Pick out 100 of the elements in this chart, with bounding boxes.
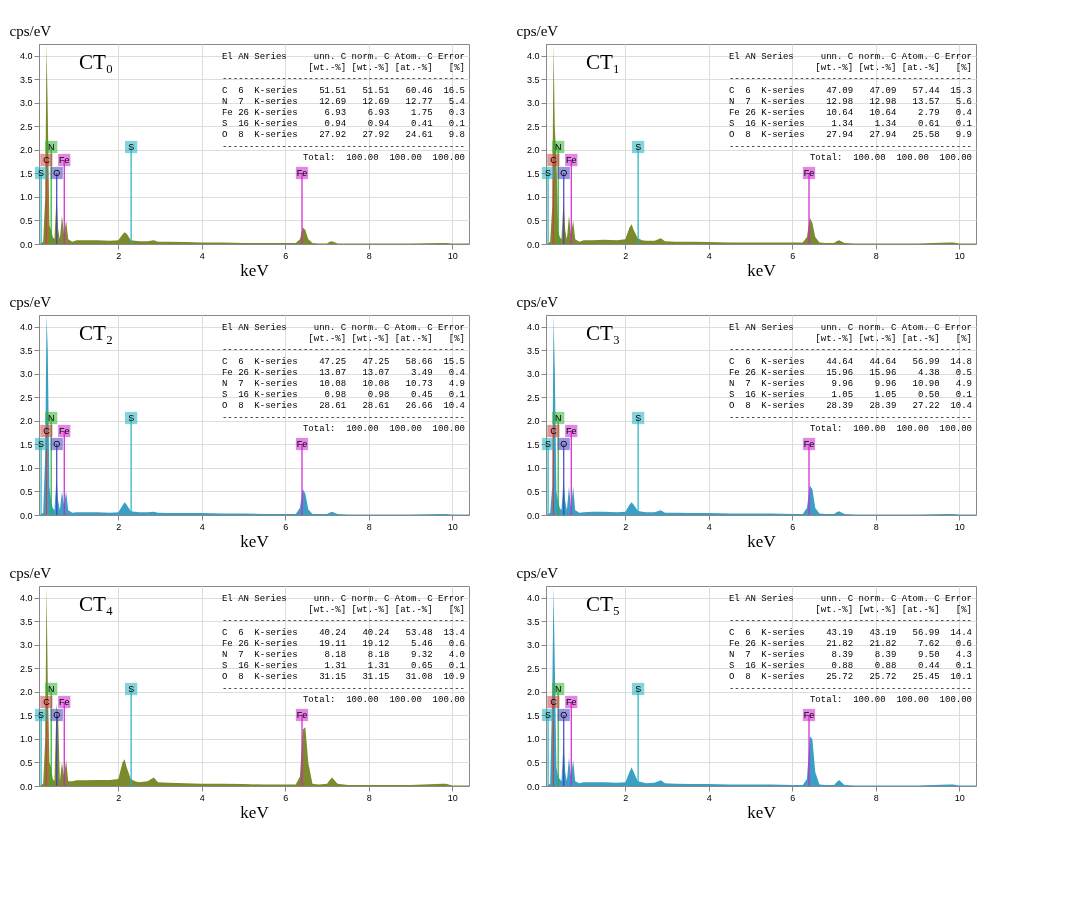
y-tick-label: 2.5 [526,663,540,674]
x-tick-label: 2 [623,250,629,261]
ref-line-label: Fe [803,168,815,178]
x-axis-title: keV [240,531,270,551]
x-tick-label: 4 [199,792,205,803]
y-axis-title: cps/eV [9,22,52,39]
annotation: Fe 26 K-series 15.96 15.96 4.38 0.5 [728,367,972,378]
chart-title: CT₃ [586,321,621,345]
x-tick-label: 2 [623,521,629,532]
ref-line-label: N [47,413,55,423]
y-tick-label: 3.0 [526,98,540,109]
y-tick-label: 3.0 [19,640,33,651]
ref-line-label: C [550,697,558,707]
ref-line-label: O [53,439,61,449]
annotation: O 8 K-series 31.15 31.15 31.08 10.9 [221,672,465,683]
annotation: --------------------------------------------- [221,683,465,694]
x-tick-label: 10 [447,521,458,532]
y-tick-label: 0.0 [19,239,33,250]
annotation: C 6 K-series 43.19 43.19 56.99 14.4 [728,627,972,638]
ref-line-label: S [128,684,135,694]
annotation: [wt.-%] [wt.-%] [at.-%] [%] [308,605,465,616]
ref-line-label: S [38,710,45,720]
ref-line-label: S [38,168,45,178]
annotation: Total: 100.00 100.00 100.00 [809,423,972,434]
ref-line-label: N [554,413,562,423]
annotation: O 8 K-series 25.72 25.72 25.45 10.1 [728,672,972,683]
annotation: Fe 26 K-series 21.82 21.82 7.62 0.6 [728,638,972,649]
x-tick-label: 6 [790,792,796,803]
y-axis-title: cps/eV [9,293,52,310]
x-tick-label: 2 [623,792,629,803]
x-tick-label: 4 [199,521,205,532]
x-axis-title: keV [240,802,270,822]
y-axis-title: cps/eV [516,22,559,39]
y-tick-label: 3.5 [19,345,33,356]
annotation: Total: 100.00 100.00 100.00 [302,694,465,705]
ref-line-label: S [635,413,642,423]
chart-title: CT₄ [79,592,114,616]
x-tick-label: 6 [283,521,289,532]
y-tick-label: 3.0 [19,98,33,109]
y-tick-label: 3.0 [19,369,33,380]
annotation: O 8 K-series 27.92 27.92 24.61 9.8 [221,130,465,141]
y-axis-title: cps/eV [516,564,559,581]
ref-line-label: Fe [59,155,70,165]
y-tick-label: 2.0 [19,145,33,156]
y-tick-label: 0.0 [19,510,33,521]
chart-title: CT₂ [79,321,114,345]
y-tick-label: 0.0 [526,781,540,792]
x-tick-label: 8 [873,792,879,803]
annotation: Fe 26 K-series 10.64 10.64 2.79 0.4 [728,108,972,118]
annotation: --------------------------------------------- [728,616,972,627]
annotation: [wt.-%] [wt.-%] [at.-%] [%] [815,605,972,616]
ref-line-label: Fe [59,426,70,436]
y-tick-label: 1.5 [19,439,33,450]
x-tick-label: 10 [447,792,458,803]
ref-line-label: C [550,426,558,436]
annotation: S 16 K-series 0.98 0.98 0.45 0.1 [221,390,465,401]
annotation: N 7 K-series 8.18 8.18 9.32 4.0 [221,650,465,660]
ref-line-label: Fe [566,155,577,165]
x-tick-label: 8 [873,250,879,261]
x-tick-label: 4 [706,250,712,261]
annotation: S 16 K-series 1.05 1.05 0.50 0.1 [728,390,972,401]
annotation: N 7 K-series 8.39 8.39 9.50 4.3 [728,650,972,660]
annotation: --------------------------------------------- [728,345,972,356]
x-tick-label: 6 [790,250,796,261]
ref-line-label: C [550,155,558,165]
ref-line-label: Fe [566,697,577,707]
y-tick-label: 3.0 [526,369,540,380]
annotation: S 16 K-series 1.34 1.34 0.61 0.1 [728,119,972,130]
y-tick-label: 4.0 [19,593,33,604]
ref-line-label: Fe [59,697,70,707]
ref-line-label: S [545,439,552,449]
annotation: S 16 K-series 0.94 0.94 0.41 0.1 [221,119,465,130]
annotation: El AN Series unn. C norm. C Atom. C Error [221,323,465,333]
ref-line-label: S [545,168,552,178]
x-tick-label: 8 [366,792,372,803]
y-tick-label: 3.5 [526,74,540,85]
chart-title: CT₁ [586,50,621,74]
y-tick-label: 1.0 [19,734,33,745]
ref-line-label: S [38,439,45,449]
annotation: N 7 K-series 12.69 12.69 12.77 5.4 [221,96,465,107]
ref-line-label: S [128,413,135,423]
annotation: --------------------------------------------- [221,141,465,152]
annotation: El AN Series unn. C norm. C Atom. C Error [728,594,972,604]
ref-line-label: Fe [296,710,308,720]
annotation: [wt.-%] [wt.-%] [at.-%] [%] [815,63,972,74]
x-tick-label: 8 [873,521,879,532]
y-tick-label: 4.0 [526,51,540,62]
y-tick-label: 3.5 [526,616,540,627]
ref-line-label: S [128,142,135,152]
annotation: Total: 100.00 100.00 100.00 [302,423,465,434]
y-tick-label: 4.0 [526,322,540,333]
y-tick-label: 1.5 [526,168,540,179]
ref-line-label: C [43,697,51,707]
y-tick-label: 2.5 [19,121,33,132]
ref-line-label: Fe [803,710,815,720]
ref-line-label: Fe [566,426,577,436]
annotation: S 16 K-series 0.88 0.88 0.44 0.1 [728,661,972,672]
x-tick-label: 6 [790,521,796,532]
ref-line-label: O [53,168,61,178]
x-tick-label: 10 [954,792,965,803]
